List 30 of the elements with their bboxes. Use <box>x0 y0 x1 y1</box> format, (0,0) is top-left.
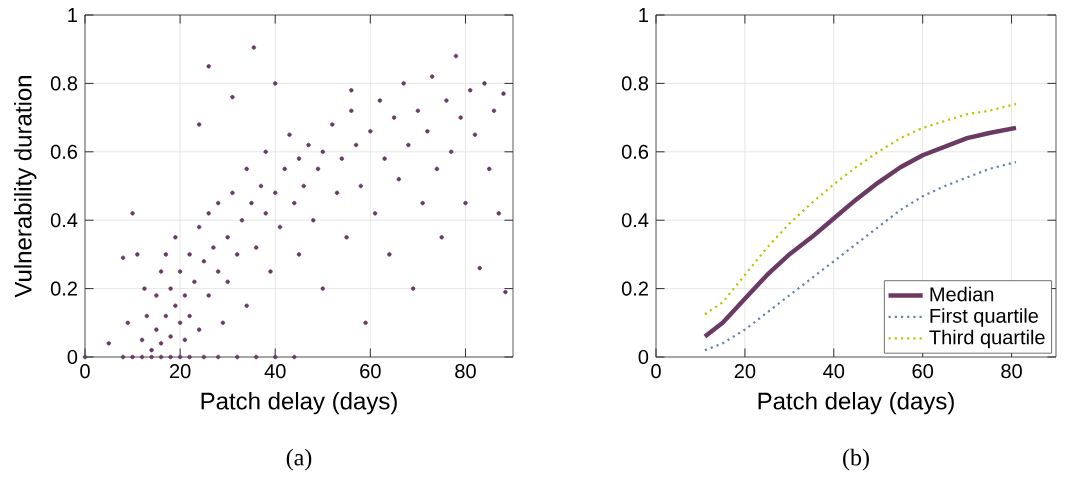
x-tick-label: 40 <box>264 364 286 379</box>
x-tick-label: 60 <box>912 364 934 379</box>
y-tick-label: 1 <box>68 8 77 22</box>
y-axis-title: Vulnerability duration <box>14 76 37 298</box>
x-tick-label: 80 <box>455 364 476 379</box>
y-tick-label: 0.2 <box>50 281 77 296</box>
y-tick-label: 0.6 <box>50 144 78 159</box>
x-axis-title: Patch delay (days) <box>201 391 397 415</box>
text: (b) <box>843 448 869 471</box>
y-tick-label: 0 <box>638 349 649 365</box>
legend-label: Median <box>930 286 994 302</box>
x-tick-label: 20 <box>734 364 756 379</box>
y-tick-label: 0.6 <box>621 144 649 159</box>
x-tick-label: 40 <box>823 364 845 379</box>
legend-label: First quartile <box>930 308 1038 327</box>
x-tick-label: 20 <box>170 364 191 379</box>
y-tick-label: 0 <box>67 349 78 365</box>
y-tick-label: 0.2 <box>621 281 648 296</box>
x-tick-label: 0 <box>80 364 90 379</box>
text: (a) <box>286 448 312 471</box>
x-axis-title: Patch delay (days) <box>758 391 954 415</box>
y-tick-label: 0.4 <box>50 213 78 228</box>
y-tick-label: 0.8 <box>50 76 78 91</box>
y-tick-label: 1 <box>639 8 648 22</box>
x-tick-label: 80 <box>1001 364 1022 379</box>
x-tick-label: 0 <box>651 364 661 379</box>
x-tick-label: 60 <box>360 364 381 379</box>
legend-label: Third quartile <box>929 329 1045 349</box>
y-tick-label: 0.8 <box>621 76 649 91</box>
y-tick-label: 0.4 <box>621 213 649 228</box>
